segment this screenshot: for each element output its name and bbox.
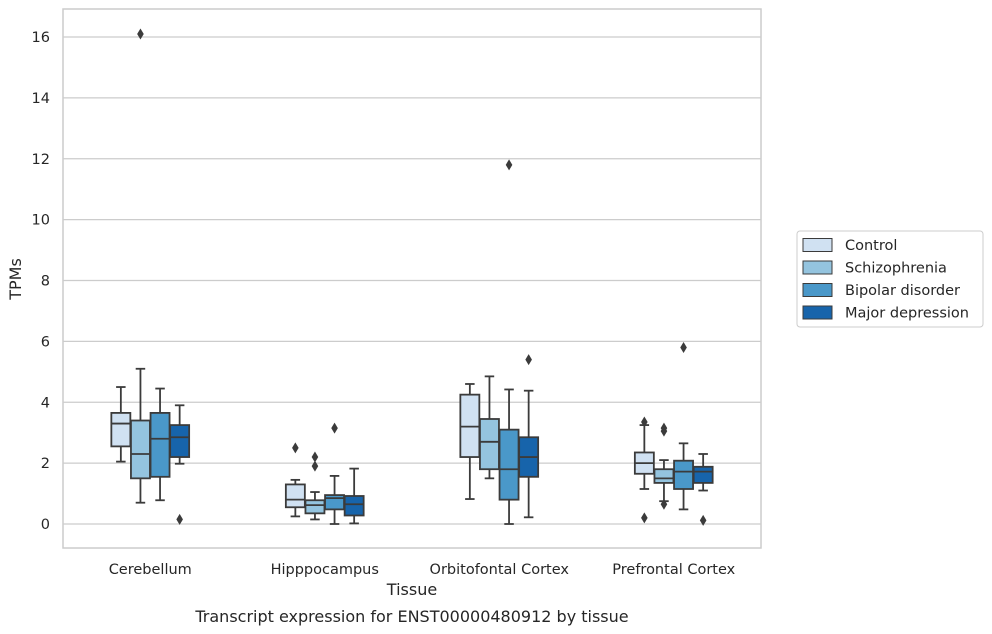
legend-label: Control	[845, 238, 897, 254]
box-2-1	[479, 375, 500, 480]
outlier-point	[641, 416, 648, 428]
y-tick-label: 16	[32, 30, 50, 46]
y-tick-labels: 0 2 4 6 8 10 12 14 16	[32, 30, 50, 533]
y-tick-label: 14	[32, 91, 50, 107]
box-2-3	[518, 354, 540, 519]
box-iqr	[692, 465, 714, 484]
outlier-point	[660, 422, 668, 434]
legend: Control Schizophrenia Bipolar disorder Majo…	[796, 230, 984, 328]
box-iqr	[673, 459, 694, 490]
boxes-layer	[110, 28, 714, 526]
box-2-0	[459, 383, 481, 500]
legend-swatch	[802, 238, 833, 252]
outlier-point	[292, 442, 299, 454]
box-1-0	[284, 442, 306, 518]
box-1-1	[304, 451, 326, 521]
outlier-point	[525, 354, 532, 366]
y-tick-label: 4	[41, 395, 50, 411]
box-iqr	[479, 418, 500, 471]
box-0-3	[169, 404, 191, 525]
legend-frame	[796, 230, 984, 328]
y-tick-label: 10	[32, 213, 50, 229]
x-tick-label: Hipppocampus	[271, 562, 379, 578]
x-tick-label: Orbitofontal Cortex	[430, 562, 570, 578]
box-3-3	[692, 453, 714, 526]
legend-item: Bipolar disorder	[802, 283, 960, 299]
box-0-2	[149, 387, 171, 502]
outlier-point	[641, 512, 648, 524]
outlier-point	[311, 451, 319, 463]
outlier-point	[137, 28, 144, 40]
box-iqr	[149, 412, 171, 478]
box-iqr	[343, 495, 365, 517]
outlier-point	[311, 460, 319, 472]
legend-swatch	[802, 283, 833, 297]
box-0-0	[110, 386, 132, 463]
box-iqr	[169, 424, 191, 458]
box-3-2	[673, 341, 694, 511]
legend-item: Schizophrenia	[802, 260, 947, 277]
box-0-1	[130, 28, 151, 504]
outlier-point	[505, 159, 513, 171]
plot-frame	[62, 8, 762, 549]
x-tick-labels: Cerebellum Hipppocampus Orbitofontal Corte…	[109, 562, 736, 578]
y-tick-label: 6	[41, 334, 50, 350]
x-axis-title: Tissue	[386, 580, 437, 599]
legend-label: Schizophrenia	[845, 261, 947, 277]
x-tick-label: Cerebellum	[109, 562, 192, 578]
chart-caption: Transcript expression for ENST0000048091…	[194, 607, 628, 626]
legend-item: Control	[802, 238, 897, 254]
box-iqr	[498, 428, 520, 501]
box-3-1	[653, 422, 675, 510]
outlier-point	[331, 422, 338, 434]
y-tick-label: 12	[32, 152, 50, 168]
outlier-point	[176, 513, 183, 525]
x-tick-label: Prefrontal Cortex	[612, 562, 735, 578]
box-iqr	[284, 483, 306, 509]
box-1-3	[343, 467, 365, 525]
legend-label: Major depression	[845, 306, 969, 322]
legend-label: Bipolar disorder	[845, 283, 960, 299]
legend-swatch	[802, 305, 833, 320]
box-iqr	[110, 412, 132, 448]
legend-item: Major depression	[802, 305, 969, 322]
y-tick-label: 8	[41, 274, 50, 290]
box-1-2	[324, 422, 345, 525]
outlier-point	[699, 514, 707, 526]
outlier-point	[660, 498, 668, 510]
outlier-point	[680, 341, 687, 353]
box-iqr	[653, 468, 675, 484]
legend-swatch	[802, 260, 833, 275]
box-iqr	[304, 499, 326, 515]
y-tick-label: 2	[41, 456, 50, 472]
y-axis-title: TPMs	[6, 258, 25, 301]
box-iqr	[130, 419, 151, 480]
box-3-0	[633, 416, 655, 524]
y-tick-label: 0	[41, 517, 50, 533]
